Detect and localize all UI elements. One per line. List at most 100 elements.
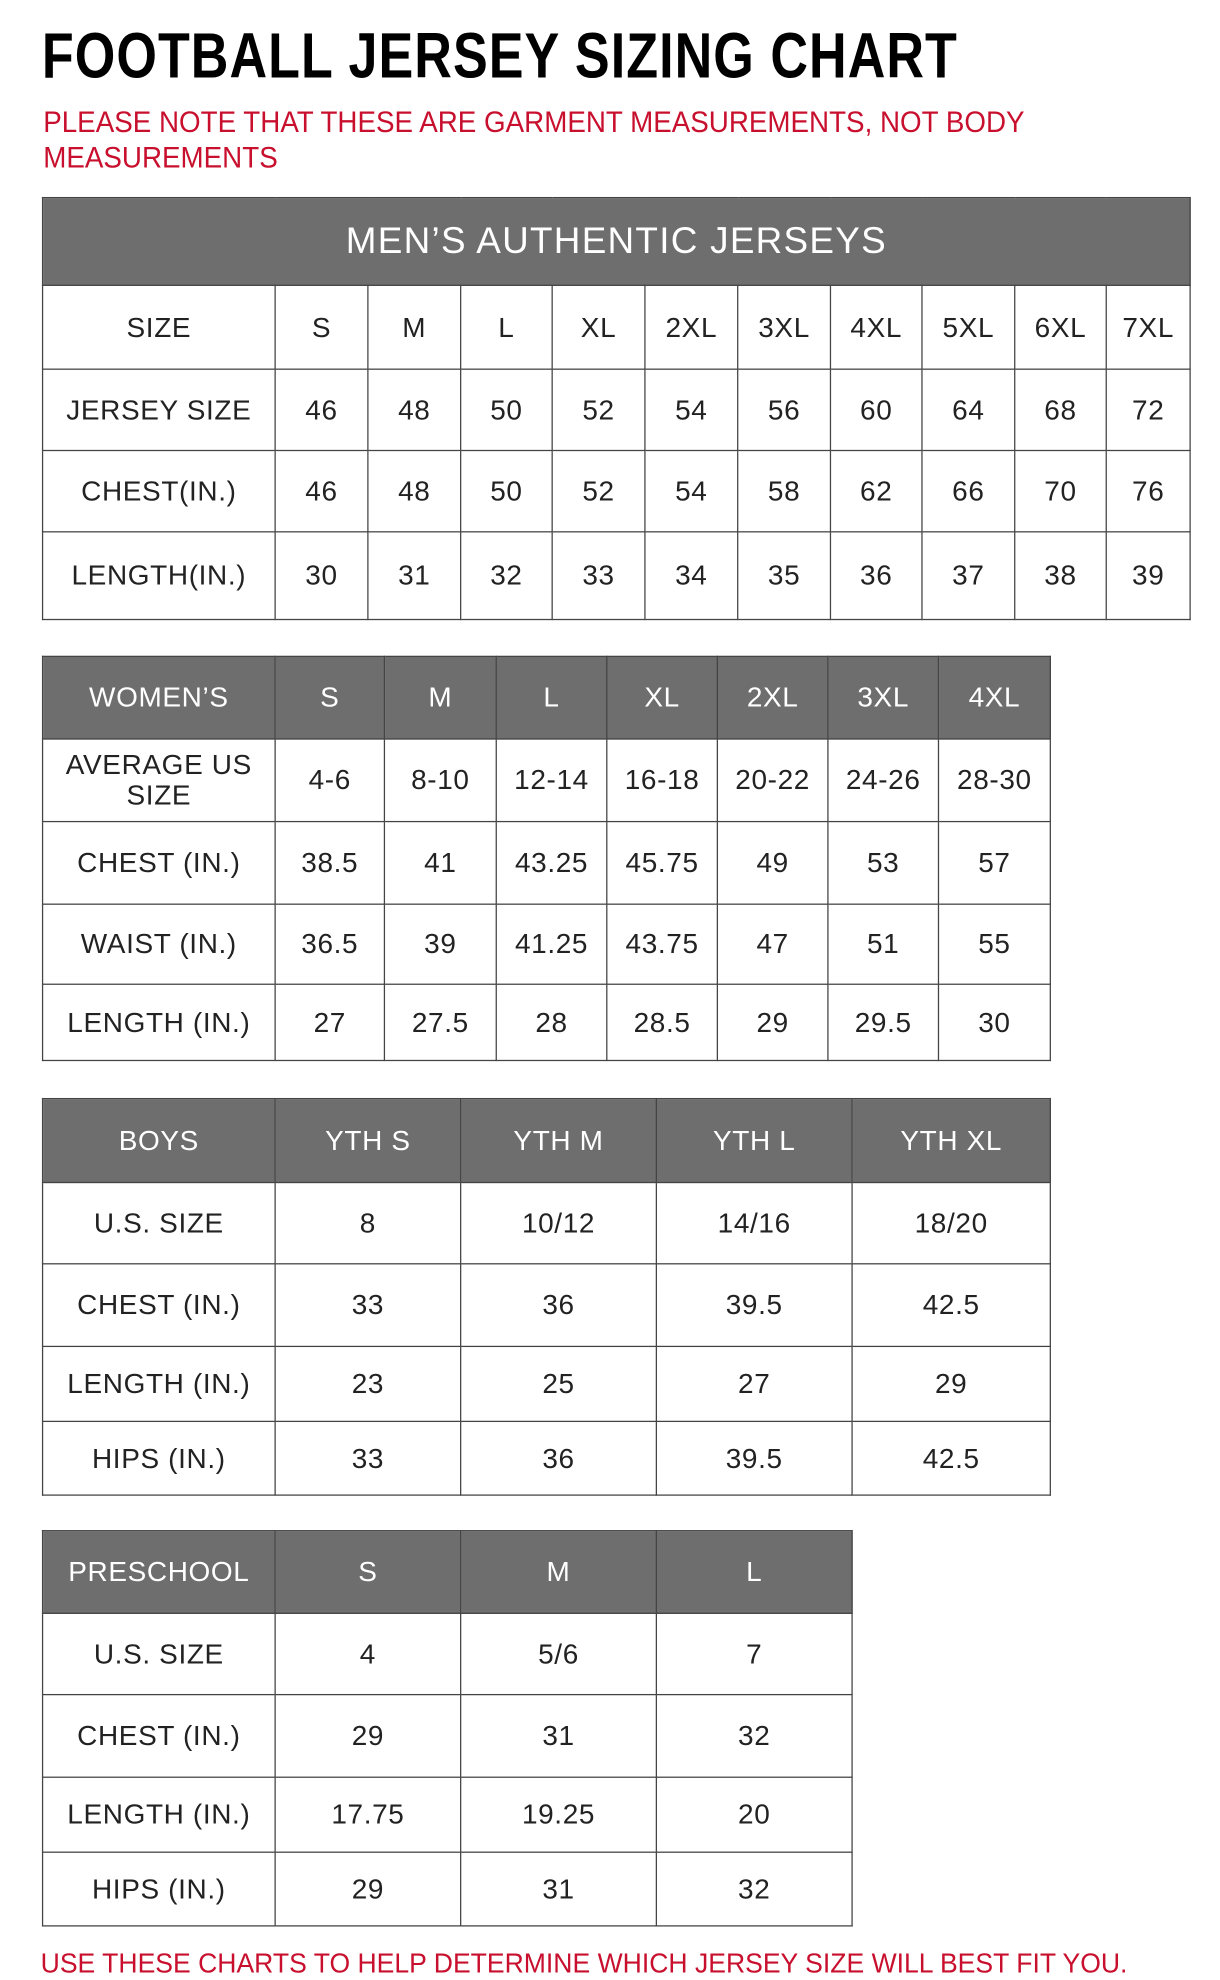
table-cell: 68 [1014, 368, 1107, 452]
row-label: AVERAGE US SIZE [41, 738, 276, 823]
table-cell: 52 [551, 449, 646, 533]
row-label: SIZE [41, 284, 276, 370]
header-row: PRESCHOOL S M L [41, 1530, 853, 1614]
table-cell: 19.25 [460, 1776, 658, 1853]
table-row: HIPS (IN.) 33 36 39.5 42.5 [41, 1420, 1051, 1496]
table-cell: 60 [829, 368, 923, 452]
table-cell: 6XL [1014, 284, 1107, 370]
table-cell: 32 [655, 1851, 853, 1927]
table-cell: 23 [274, 1345, 462, 1423]
table-cell: 24-26 [827, 738, 940, 823]
table-cell: L [460, 284, 553, 370]
table-row: LENGTH (IN.) 17.75 19.25 20 [41, 1776, 853, 1853]
table-cell: 27 [274, 983, 386, 1062]
table-cell: 32 [460, 531, 553, 621]
table-cell: 38 [1014, 531, 1107, 621]
table-cell: 29 [851, 1345, 1051, 1423]
row-label: CHEST (IN.) [41, 1263, 276, 1348]
column-header: WOMEN’S [41, 655, 276, 740]
table-cell: 29 [716, 983, 829, 1062]
row-label: CHEST(IN.) [41, 449, 276, 533]
table-cell: 48 [367, 449, 462, 533]
table-row: LENGTH (IN.) 23 25 27 29 [41, 1345, 1051, 1423]
table-row: JERSEY SIZE 46 48 50 52 54 56 60 64 68 72 [41, 368, 1191, 452]
table-cell: 4 [274, 1612, 462, 1696]
table-cell: 57 [937, 820, 1051, 905]
table-cell: 36 [460, 1420, 658, 1496]
table-cell: 49 [716, 820, 829, 905]
table-cell: 4-6 [274, 738, 386, 823]
row-label: LENGTH(IN.) [41, 531, 276, 621]
table-cell: 50 [460, 368, 553, 452]
mens-table: MEN’S AUTHENTIC JERSEYS SIZE S M L XL 2XL 3XL 4X… [41, 196, 1191, 621]
row-label: LENGTH (IN.) [41, 1776, 276, 1853]
table-cell: 54 [644, 368, 739, 452]
column-header: YTH M [460, 1097, 658, 1184]
table-cell: 55 [937, 903, 1051, 985]
table-cell: 3XL [737, 284, 832, 370]
table-cell: 39.5 [655, 1263, 853, 1348]
boys-table: BOYS YTH S YTH M YTH L YTH XL U.S. SIZE 8 10/12… [41, 1097, 1051, 1496]
table-cell: 39 [383, 903, 497, 985]
table-cell: 41 [383, 820, 497, 905]
table-cell: 56 [737, 368, 832, 452]
row-label: JERSEY SIZE [41, 368, 276, 452]
table-cell: 35 [737, 531, 832, 621]
table-cell: 20 [655, 1776, 853, 1853]
table-cell: 30 [274, 531, 369, 621]
table-cell: 36.5 [274, 903, 386, 985]
table-cell: 39.5 [655, 1420, 853, 1496]
column-header: YTH XL [851, 1097, 1051, 1184]
row-label: U.S. SIZE [41, 1612, 276, 1696]
table-cell: 10/12 [460, 1181, 658, 1265]
womens-table: WOMEN’S S M L XL 2XL 3XL 4XL AVERAGE US SIZE 4-6 8… [41, 655, 1051, 1062]
row-label: CHEST (IN.) [41, 1693, 276, 1778]
column-header: XL [606, 655, 719, 740]
table-cell: 54 [644, 449, 739, 533]
table-cell: S [274, 284, 369, 370]
table-row: CHEST(IN.) 46 48 50 52 54 58 62 66 70 76 [41, 449, 1191, 533]
table-row: WAIST (IN.) 36.5 39 41.25 43.75 47 51 55 [41, 903, 1051, 985]
header-row: WOMEN’S S M L XL 2XL 3XL 4XL [41, 655, 1051, 740]
table-cell: 70 [1014, 449, 1107, 533]
table-cell: 31 [460, 1693, 658, 1778]
table-cell: 39 [1105, 531, 1191, 621]
row-label: LENGTH (IN.) [41, 983, 276, 1062]
table-cell: 47 [716, 903, 829, 985]
table-cell: 7 [655, 1612, 853, 1696]
table-cell: 66 [921, 449, 1016, 533]
table-cell: 51 [827, 903, 940, 985]
table-row: LENGTH(IN.) 30 31 32 33 34 35 36 37 38 39 [41, 531, 1191, 621]
table-cell: 34 [644, 531, 739, 621]
table-cell: 48 [367, 368, 462, 452]
table-cell: 7XL [1105, 284, 1191, 370]
table-cell: 27.5 [383, 983, 497, 1062]
table-cell: 46 [274, 449, 369, 533]
table-cell: 36 [829, 531, 923, 621]
table-cell: 41.25 [495, 903, 608, 985]
row-label: U.S. SIZE [41, 1181, 276, 1265]
table-cell: M [367, 284, 462, 370]
footer-note: USE THESE CHARTS TO HELP DETERMINE WHICH… [40, 1946, 1128, 1979]
table-cell: 16-18 [606, 738, 719, 823]
table-cell: 28 [495, 983, 608, 1062]
row-label: LENGTH (IN.) [41, 1345, 276, 1423]
table-cell: 25 [460, 1345, 658, 1423]
table-cell: 29.5 [827, 983, 940, 1062]
table-cell: 43.25 [495, 820, 608, 905]
table-cell: 5XL [921, 284, 1016, 370]
table-cell: 42.5 [851, 1263, 1051, 1348]
row-label: WAIST (IN.) [41, 903, 276, 985]
table-cell: 18/20 [851, 1181, 1051, 1265]
table-row: CHEST (IN.) 38.5 41 43.25 45.75 49 53 57 [41, 820, 1051, 905]
table-cell: XL [551, 284, 646, 370]
table-cell: 17.75 [274, 1776, 462, 1853]
table-row: SIZE S M L XL 2XL 3XL 4XL 5XL 6XL 7XL [41, 284, 1191, 370]
row-label: HIPS (IN.) [41, 1420, 276, 1496]
table-cell: 58 [737, 449, 832, 533]
column-header: 2XL [716, 655, 829, 740]
column-header: YTH S [274, 1097, 462, 1184]
table-cell: 31 [460, 1851, 658, 1927]
table-cell: 72 [1105, 368, 1191, 452]
